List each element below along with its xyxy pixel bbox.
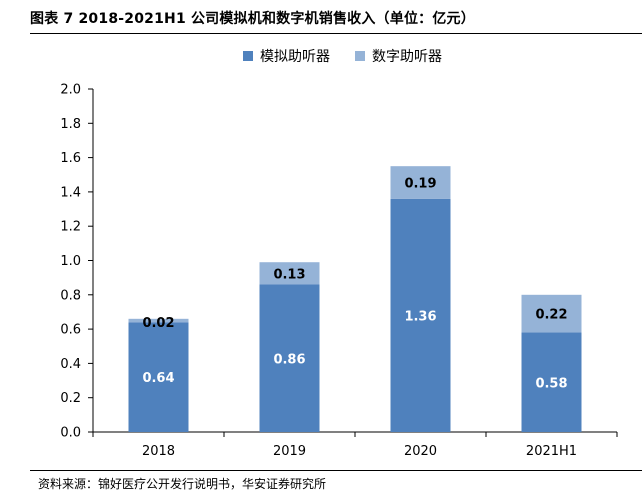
data-label: 0.22 [535,308,567,323]
bar-segment [390,166,451,199]
legend-label: 模拟助听器 [260,49,330,65]
y-tick-label: 1.6 [60,151,81,166]
y-tick-label: 0.4 [60,357,81,372]
footer-divider [30,470,642,471]
x-tick-label: 2021H1 [526,444,577,459]
legend-label: 数字助听器 [372,49,442,65]
data-label: 0.13 [273,267,305,282]
legend-marker [243,51,253,61]
chart-title: 图表 7 2018-2021H1 公司模拟机和数字机销售收入（单位：亿元） [30,11,475,27]
bar-segment [259,262,320,285]
legend-marker [355,51,365,61]
data-label: 0.86 [273,352,305,367]
y-tick-label: 1.2 [60,220,81,235]
data-label: 0.58 [535,376,567,391]
x-tick-label: 2019 [273,444,306,459]
y-tick-label: 1.4 [60,185,81,200]
source-note: 资料来源：锦好医疗公开发行说明书，华安证券研究所 [38,477,327,491]
bar-segment [521,294,582,333]
y-tick-label: 0.8 [60,288,81,303]
y-tick-label: 0.0 [60,426,81,441]
title-divider [30,33,642,34]
data-label: 0.64 [142,371,174,386]
x-tick-label: 2020 [404,444,437,459]
bar-segment [128,318,189,323]
y-tick-label: 1.0 [60,254,81,269]
bar-segment [521,332,582,432]
data-label: 1.36 [404,309,436,324]
bar-segment [390,198,451,432]
data-label: 0.02 [142,316,174,331]
x-tick-label: 2018 [142,444,175,459]
stacked-bar-chart: 0.0 0.2 0.4 0.6 0.8 1.0 1.2 1.4 1.6 1.8 2.0 0.64 0.0… [60,49,618,459]
y-tick-label: 0.6 [60,323,81,338]
y-tick-label: 1.8 [60,117,81,132]
y-tick-label: 2.0 [60,83,81,98]
data-label: 0.19 [404,176,436,191]
y-tick-label: 0.2 [60,391,81,406]
bar-segment [259,284,320,432]
bar-segment [128,322,189,432]
